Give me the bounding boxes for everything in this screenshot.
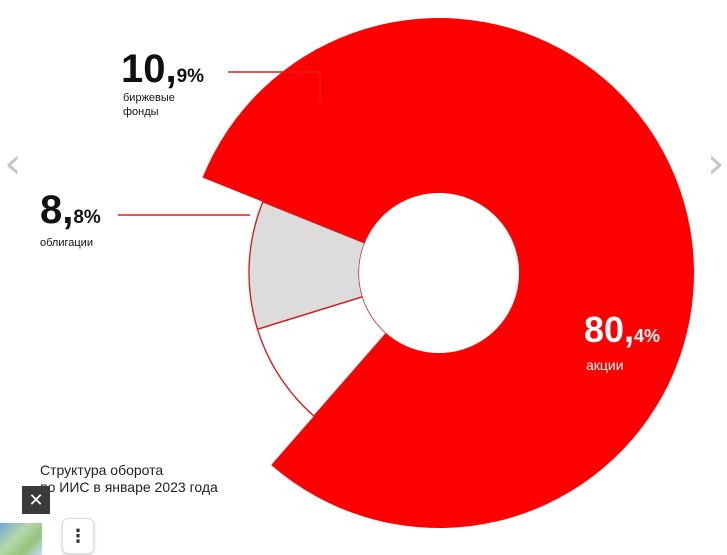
chart-caption: Структура оборота по ИИС в январе 2023 г… <box>40 462 218 496</box>
bonds-label: облигации <box>40 237 93 249</box>
etf-value: 10,9% <box>121 47 204 91</box>
chevron-right-icon[interactable]: › <box>707 138 725 189</box>
leader-line-etf <box>228 71 321 102</box>
stocks-value: 80,4% <box>584 309 660 350</box>
more-vertical-icon: ⋮ <box>69 526 87 546</box>
caption-line-1: Структура оборота <box>40 462 164 478</box>
close-button[interactable]: ✕ <box>22 486 50 514</box>
pie-slice-stocks <box>202 18 695 528</box>
stocks-label: акции <box>586 357 624 373</box>
donut-hole <box>359 193 519 353</box>
etf-label: биржевые фонды <box>123 92 178 118</box>
more-options-button[interactable]: ⋮ <box>62 518 94 554</box>
caption-line-2: по ИИС в январе 2023 года <box>40 479 218 495</box>
thumbnail-image[interactable] <box>0 523 42 555</box>
bonds-value: 8,8% <box>40 188 101 232</box>
chevron-left-icon[interactable]: ‹ <box>4 138 22 189</box>
close-icon: ✕ <box>28 490 44 510</box>
